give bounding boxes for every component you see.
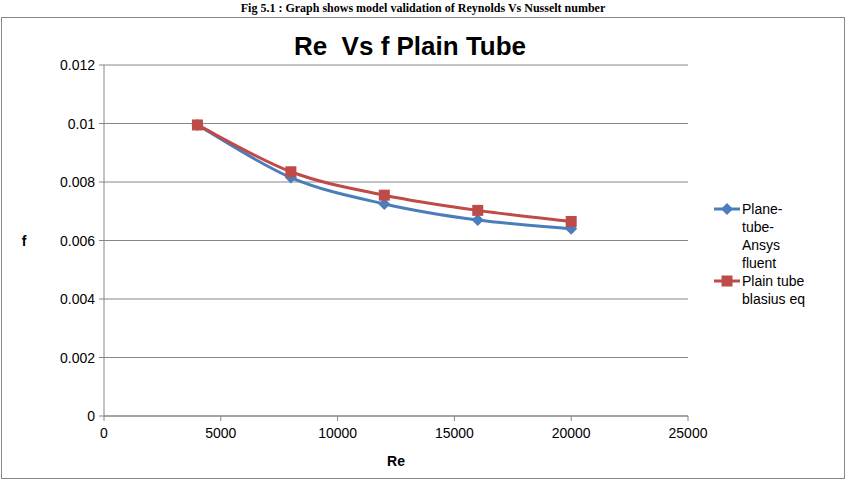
y-tick — [99, 65, 104, 66]
x-tick-label: 20000 — [552, 425, 591, 441]
x-tick-label: 10000 — [318, 425, 357, 441]
grid-line — [104, 240, 688, 241]
x-tick-label: 25000 — [669, 425, 708, 441]
legend-label: Plain tubeblasius eq — [742, 273, 805, 307]
y-tick — [99, 123, 104, 124]
y-axis — [104, 65, 105, 416]
x-tick-label: 5000 — [205, 425, 236, 441]
legend-marker — [722, 276, 733, 287]
data-point — [379, 190, 390, 201]
y-tick-label: 0.012 — [60, 57, 95, 73]
x-tick — [688, 416, 689, 421]
data-point — [472, 205, 483, 216]
y-tick — [99, 357, 104, 358]
y-tick-label: 0.01 — [68, 116, 95, 132]
y-tick-label: 0.006 — [60, 233, 95, 249]
x-tick-label: 15000 — [435, 425, 474, 441]
grid-line — [104, 123, 688, 124]
y-tick-label: 0.004 — [60, 291, 95, 307]
series-line — [197, 125, 571, 229]
y-tick — [99, 416, 104, 417]
grid-line — [104, 182, 688, 183]
x-tick-label: 0 — [100, 425, 108, 441]
data-point — [566, 216, 577, 227]
plot-area — [191, 119, 577, 235]
x-tick — [220, 416, 221, 421]
x-tick — [104, 416, 105, 421]
y-axis-label: f — [22, 233, 27, 249]
grid — [99, 65, 688, 416]
grid-line — [104, 357, 688, 358]
grid-line — [104, 65, 688, 66]
data-point — [192, 119, 203, 130]
legend-label: Plane-tube-Ansysfluent — [742, 201, 783, 271]
x-tick — [337, 416, 338, 421]
y-tick — [99, 299, 104, 300]
legend-marker — [721, 203, 733, 215]
x-axis-label: Re — [387, 453, 405, 469]
y-tick — [99, 182, 104, 183]
x-tick — [454, 416, 455, 421]
series-line — [197, 125, 571, 222]
chart: Fig 5.1 : Graph shows model validation o… — [0, 0, 846, 480]
chart-frame — [2, 18, 845, 479]
grid-line — [104, 416, 688, 417]
caption: Fig 5.1 : Graph shows model validation o… — [241, 1, 606, 15]
y-tick — [99, 240, 104, 241]
title: Re Vs f Plain Tube — [294, 31, 526, 61]
y-tick-label: 0 — [87, 408, 95, 424]
x-axis — [104, 416, 688, 417]
y-tick-label: 0.008 — [60, 174, 95, 190]
data-point — [191, 119, 203, 131]
data-point — [285, 166, 296, 177]
y-tick-label: 0.002 — [60, 350, 95, 366]
legend: Plane-tube-AnsysfluentPlain tubeblasius … — [714, 201, 805, 307]
x-tick — [571, 416, 572, 421]
grid-line — [104, 299, 688, 300]
